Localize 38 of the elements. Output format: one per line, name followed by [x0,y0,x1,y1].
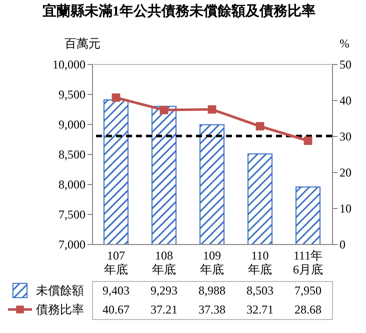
data-label: 7,950 [294,284,322,298]
x-tick-label: 110 年底 [248,248,272,276]
data-label: 40.67 [102,302,130,316]
y2-tick-label: 50 [340,58,352,72]
data-label: 28.68 [294,302,322,316]
x-tick-label: 111年 6月底 [293,248,323,276]
point [304,136,312,145]
data-label: 8,503 [246,284,274,298]
legend-label: 債務比率 [36,302,84,316]
x-tick-label: 108 年底 [152,248,176,276]
data-label: 9,403 [102,284,130,298]
chart-title: 宜蘭縣未滿1年公共債務未償餘額及債務比率 [42,2,316,20]
y2-tick-label: 30 [340,130,352,144]
point [112,93,120,102]
y-tick-label: 8,000 [58,178,86,192]
y-tick-label: 7,000 [58,238,86,252]
y-tick-label: 7,500 [58,208,86,222]
y-axis-title: 百萬元 [64,36,100,50]
data-label: 37.21 [150,302,178,316]
data-label: 32.71 [246,302,274,316]
x-tick-label: 109 年底 [200,248,224,276]
y2-tick-label: 40 [340,94,352,108]
legend-label: 未償餘額 [36,284,84,298]
data-label: 37.38 [198,302,226,316]
data-label: 8,988 [198,284,226,298]
point [160,106,168,114]
x-tick-label: 107 年底 [104,248,128,276]
y2-axis-title: % [340,36,350,50]
y2-tick-label: 0 [340,238,346,252]
y-tick-label: 10,000 [52,58,86,72]
point [208,105,216,114]
data-label: 9,293 [150,284,178,298]
y-tick-label: 9,500 [58,88,86,102]
y2-tick-label: 10 [340,202,352,216]
point [256,122,264,130]
y-tick-label: 9,000 [58,118,86,132]
y-tick-label: 8,500 [58,148,86,162]
y2-tick-label: 20 [340,166,352,180]
